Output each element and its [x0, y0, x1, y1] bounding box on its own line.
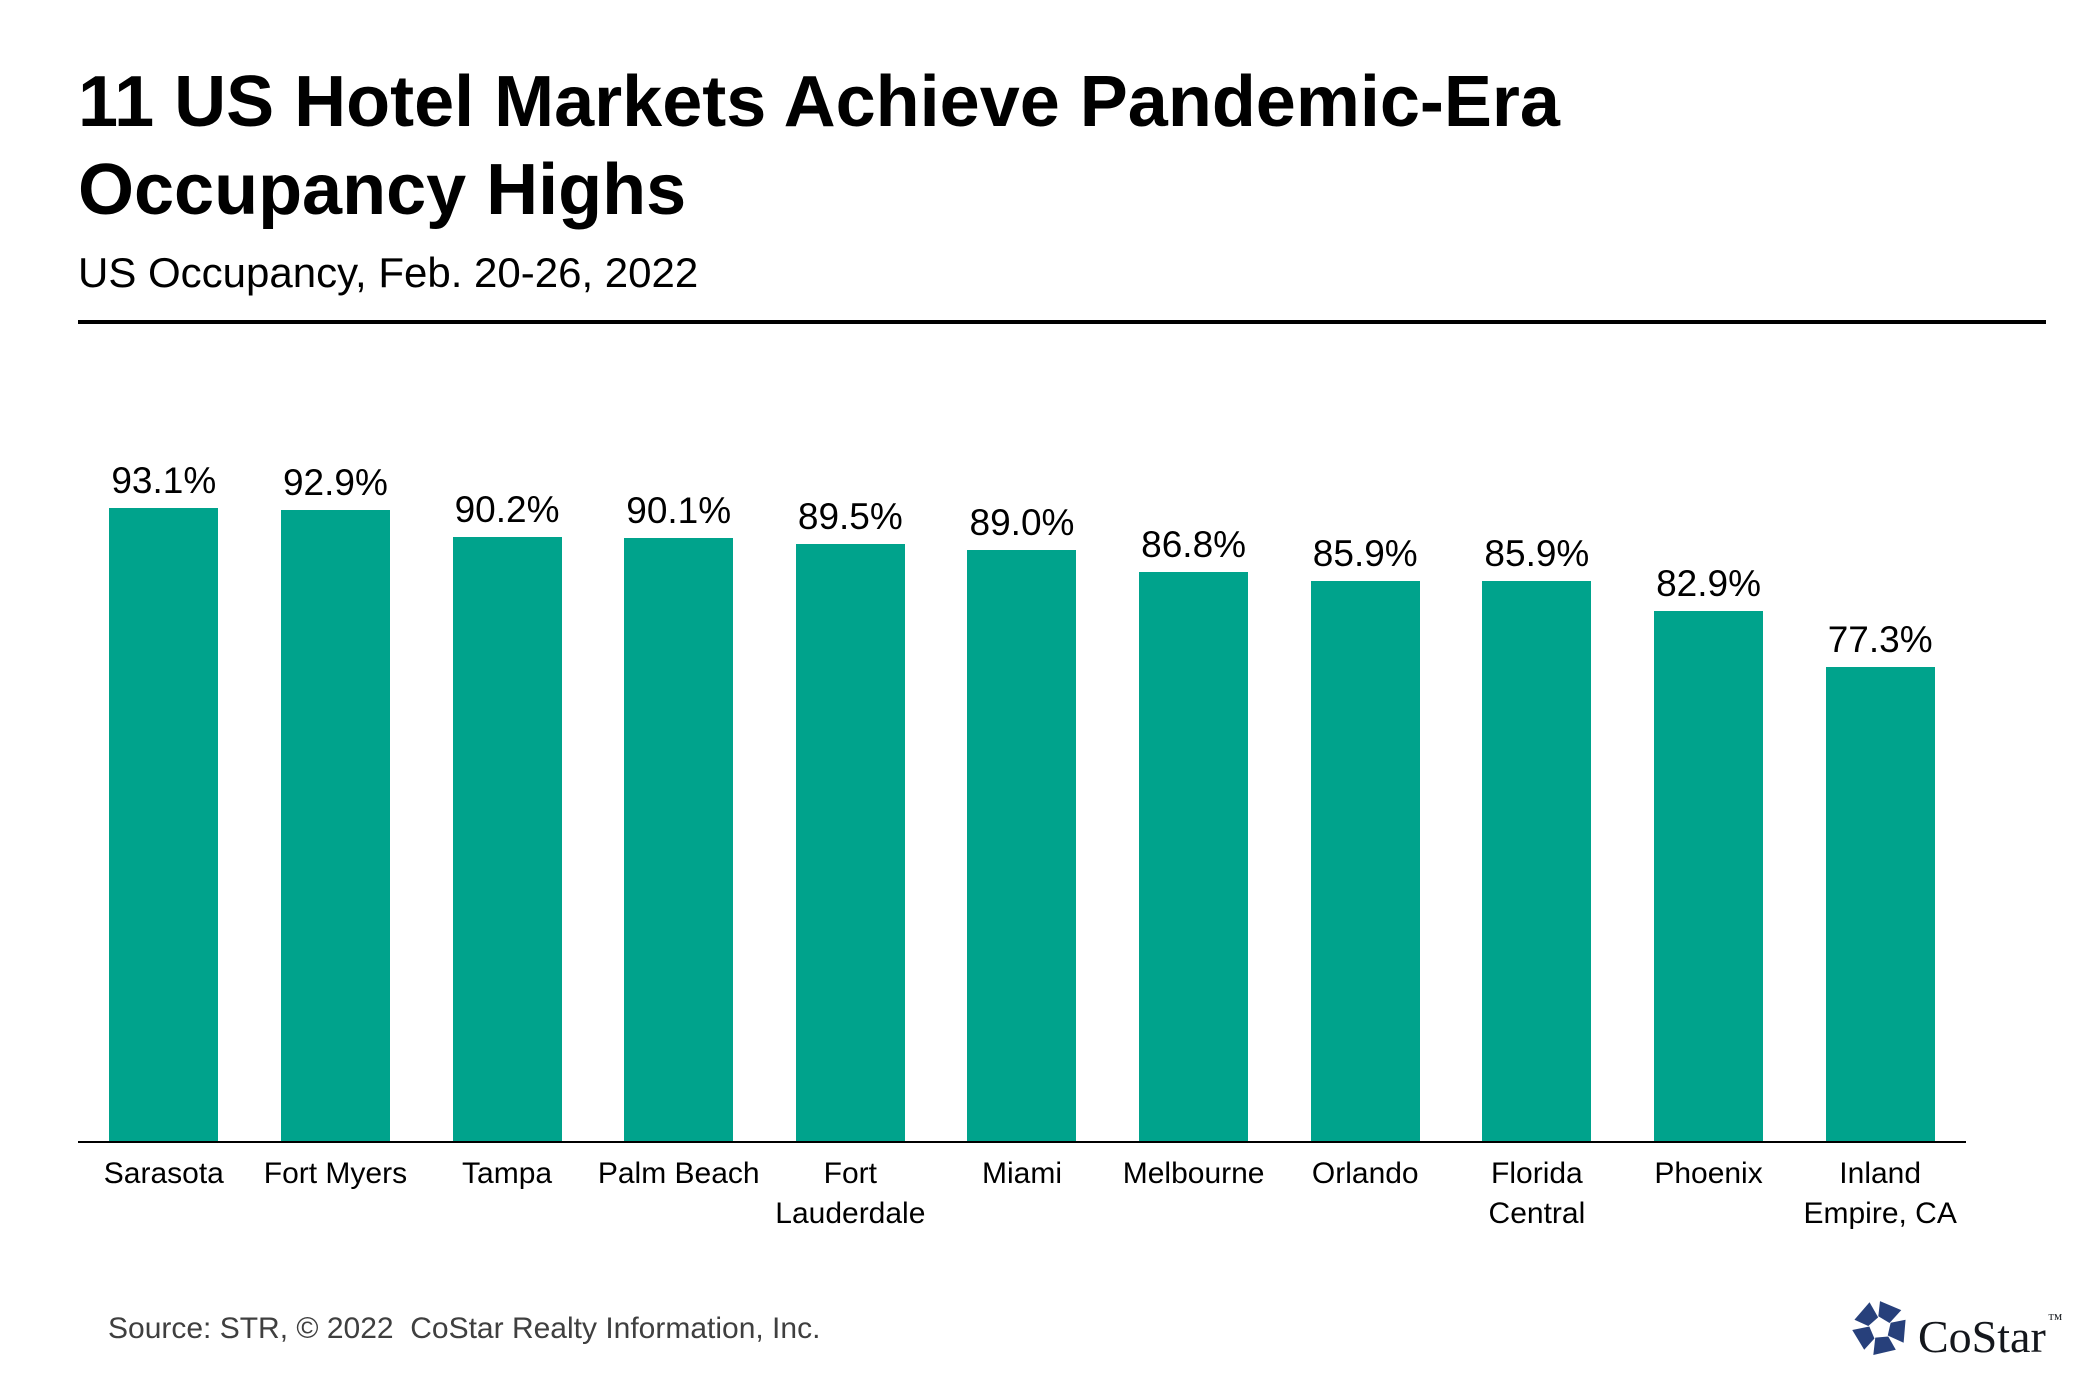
bar-value-label: 85.9% — [1312, 532, 1418, 574]
x-axis-label: Miami — [981, 1157, 1062, 1190]
bar-column: 89.0% — [936, 501, 1108, 1142]
bar-value-label: 90.1% — [626, 490, 732, 532]
x-axis-label: Fort Lauderdale — [775, 1157, 926, 1230]
bar — [452, 537, 562, 1142]
bar-value-label: 77.3% — [1827, 619, 1933, 661]
bar-column: 90.2% — [421, 489, 593, 1142]
bar — [280, 510, 390, 1142]
x-axis-label: Orlando — [1311, 1157, 1419, 1190]
x-axis-label: Sarasota — [103, 1157, 224, 1190]
x-axis-label: Florida Central — [1488, 1157, 1586, 1230]
bar-column: 93.1% — [78, 460, 250, 1142]
bar — [1310, 580, 1420, 1142]
x-axis-labels: Sarasota Fort Myers Tampa Palm Beach Fort La… — [78, 1154, 1966, 1264]
bar-value-label: 89.0% — [969, 501, 1075, 543]
bar-column: 90.1% — [593, 490, 765, 1142]
plot-area: 93.1% 92.9% 90.2% 90.1% 89.5% 89.0% 86.8% 85.9%… — [78, 430, 1966, 1142]
bar-value-label: 92.9% — [282, 462, 388, 504]
chart-subtitle: US Occupancy, Feb. 20-26, 2022 — [78, 249, 699, 296]
x-axis-label: Fort Myers — [263, 1157, 408, 1190]
bar — [624, 538, 734, 1142]
title-divider — [78, 320, 2046, 324]
costar-wordmark-text: CoStar — [1918, 1310, 2046, 1362]
costar-logo: CoStar ™ — [1852, 1298, 2062, 1362]
bar-column: 82.9% — [1623, 563, 1795, 1142]
costar-wordmark: CoStar ™ — [1918, 1292, 2062, 1365]
trademark-symbol: ™ — [2047, 1311, 2063, 1328]
x-axis-label: Inland Empire, CA — [1803, 1157, 1957, 1230]
x-axis-label: Melbourne — [1122, 1157, 1265, 1190]
x-axis-line — [78, 1141, 1966, 1143]
bar-value-label: 85.9% — [1484, 532, 1590, 574]
bar-column: 89.5% — [765, 496, 937, 1142]
costar-pinwheel-icon — [1852, 1301, 1906, 1356]
bar-column: 86.8% — [1108, 524, 1280, 1142]
bar — [109, 508, 219, 1142]
bar-column: 85.9% — [1279, 533, 1451, 1142]
bar-column: 77.3% — [1794, 619, 1966, 1142]
bar-value-label: 82.9% — [1656, 562, 1761, 604]
bar-value-label: 93.1% — [111, 460, 217, 502]
bar — [1482, 580, 1592, 1142]
bar-value-label: 89.5% — [797, 496, 903, 538]
bar-column: 85.9% — [1451, 533, 1623, 1142]
bar — [1825, 667, 1935, 1142]
x-axis-label: Phoenix — [1654, 1157, 1763, 1190]
bar-column: 92.9% — [250, 462, 422, 1142]
source-attribution: Source: STR, © 2022 CoStar Realty Inform… — [108, 1312, 821, 1345]
bar — [967, 549, 1077, 1142]
x-axis-label: Palm Beach — [597, 1157, 760, 1190]
bar-value-label: 86.8% — [1141, 523, 1247, 565]
page-title: 11 US Hotel Markets Achieve Pandemic-Era… — [78, 62, 1560, 230]
x-axis-label: Tampa — [462, 1157, 553, 1190]
bar — [1139, 571, 1249, 1142]
bar-value-label: 90.2% — [454, 489, 560, 531]
bar — [795, 544, 905, 1142]
bar — [1654, 610, 1764, 1142]
